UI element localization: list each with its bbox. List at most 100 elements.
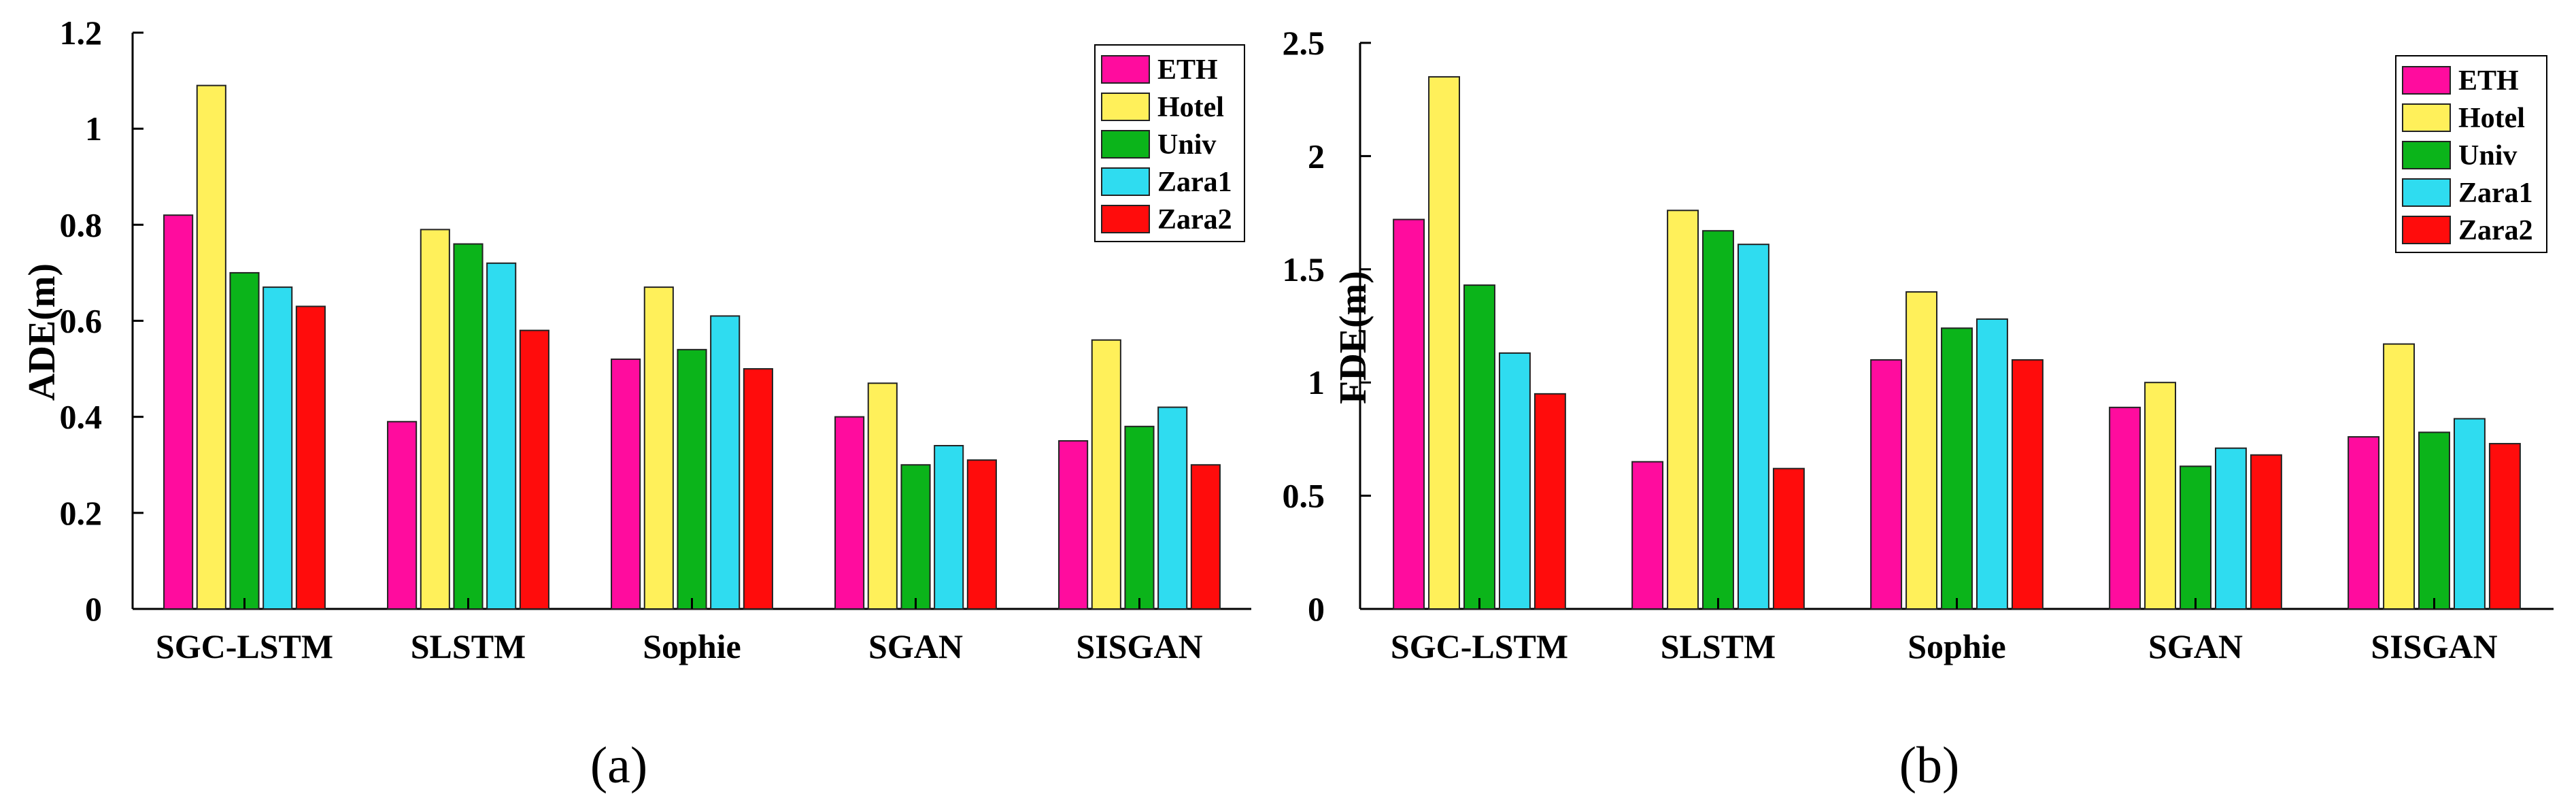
- legend-swatch-univ: [1101, 130, 1150, 159]
- y-tick-label: 0.8: [60, 205, 103, 244]
- bar-zara2: [2250, 454, 2282, 610]
- bar-eth: [834, 416, 865, 610]
- bar-eth: [2348, 436, 2380, 610]
- legend-label-eth: ETH: [1157, 54, 1218, 86]
- y-tick-label: 2.5: [1283, 24, 1325, 62]
- x-tick-label: SISGAN: [2371, 627, 2497, 665]
- bar-eth: [1631, 461, 1664, 610]
- x-tick-label: SGAN: [868, 627, 963, 665]
- y-tick-label: 1.2: [60, 14, 103, 52]
- y-tick-label: 0.5: [1283, 477, 1325, 515]
- panel-caption: (b): [1899, 737, 1960, 794]
- bar-zara2: [1533, 393, 1566, 610]
- y-tick-label: 0: [85, 590, 102, 628]
- bar-hotel: [1667, 210, 1699, 610]
- bar-univ: [1941, 327, 1973, 610]
- bar-univ: [677, 348, 707, 610]
- legend-swatch-hotel: [2402, 103, 2451, 132]
- bar-zara1: [486, 262, 517, 610]
- bar-hotel: [2144, 382, 2177, 610]
- bar-eth: [1393, 218, 1425, 610]
- legend: ETH Hotel Univ Zara1 Zara2: [1094, 44, 1245, 242]
- legend: ETH Hotel Univ Zara1 Zara2: [2395, 55, 2547, 253]
- x-tick-label: SGC-LSTM: [156, 627, 333, 665]
- legend-label-hotel: Hotel: [2458, 103, 2525, 134]
- y-tick-label: 0.6: [60, 302, 103, 340]
- legend-swatch-zara1: [2402, 178, 2451, 207]
- bar-univ: [1124, 425, 1155, 610]
- x-tick-label: Sophie: [1908, 627, 2006, 665]
- y-axis-label: ADE(m): [21, 263, 63, 401]
- bar-univ: [1463, 284, 1495, 610]
- panel-caption: (a): [590, 737, 647, 794]
- bar-univ: [1702, 230, 1734, 610]
- y-axis-label: FDE(m): [1332, 271, 1374, 404]
- bar-eth: [2109, 406, 2141, 610]
- legend-swatch-zara1: [1101, 167, 1150, 196]
- x-tick-label: Sophie: [643, 627, 741, 665]
- bar-eth: [611, 358, 641, 610]
- bar-univ: [900, 464, 931, 610]
- bar-zara2: [743, 368, 773, 610]
- y-tick-label: 1: [85, 110, 102, 148]
- y-tick-label: 0.2: [60, 494, 103, 532]
- bar-zara2: [1190, 464, 1221, 610]
- bar-zara1: [2453, 418, 2486, 610]
- bar-zara2: [2011, 359, 2044, 610]
- legend-swatch-eth: [1101, 55, 1150, 84]
- legend-label-zara1: Zara1: [2458, 178, 2533, 209]
- bar-zara1: [934, 445, 964, 610]
- x-tick-label: SLSTM: [1661, 627, 1776, 665]
- bar-zara2: [295, 305, 326, 610]
- legend-label-hotel: Hotel: [1157, 92, 1224, 123]
- bar-hotel: [2383, 343, 2416, 610]
- bar-zara2: [1772, 467, 1805, 610]
- bar-zara1: [2214, 447, 2247, 610]
- legend-swatch-univ: [2402, 141, 2451, 169]
- bar-zara2: [2488, 443, 2521, 610]
- bar-hotel: [196, 84, 226, 610]
- legend-swatch-zara2: [2402, 216, 2451, 244]
- chart-panel-ade: 0 0.2 0.4 0.6 0.8 1 1.2 ADE(m) SGC-LSTM SLSTM Soph…: [21, 14, 1251, 794]
- legend-label-zara2: Zara2: [2458, 215, 2533, 246]
- bar-hotel: [643, 286, 674, 610]
- x-tick-label: SGC-LSTM: [1391, 627, 1568, 665]
- bar-zara1: [1737, 244, 1769, 610]
- x-tick-label: SLSTM: [411, 627, 526, 665]
- bar-zara1: [1157, 406, 1188, 610]
- bar-zara1: [710, 315, 741, 610]
- bar-zara1: [1976, 318, 2008, 610]
- legend-swatch-hotel: [1101, 93, 1150, 121]
- y-tick-label: 1.5: [1283, 250, 1325, 288]
- bar-hotel: [1091, 339, 1121, 610]
- bar-univ: [453, 243, 484, 610]
- y-tick-label: 0: [1308, 590, 1325, 628]
- x-tick-label: SISGAN: [1076, 627, 1202, 665]
- bar-zara2: [519, 329, 549, 610]
- legend-swatch-eth: [2402, 66, 2451, 95]
- x-tick-label: SGAN: [2148, 627, 2243, 665]
- legend-label-univ: Univ: [1157, 129, 1216, 161]
- bar-zara1: [1498, 352, 1531, 610]
- bar-eth: [1058, 440, 1089, 610]
- bar-zara2: [966, 459, 997, 610]
- bar-hotel: [420, 229, 450, 610]
- y-tick-label: 0.4: [60, 398, 103, 436]
- legend-label-univ: Univ: [2458, 140, 2517, 171]
- bar-hotel: [1428, 76, 1461, 610]
- y-tick-label: 1: [1308, 363, 1325, 401]
- bar-univ: [2418, 431, 2450, 610]
- legend-label-zara2: Zara2: [1157, 204, 1232, 235]
- bar-eth: [163, 214, 194, 610]
- legend-label-eth: ETH: [2458, 65, 2519, 97]
- y-tick-label: 2: [1308, 137, 1325, 175]
- bar-univ: [2180, 465, 2211, 610]
- bar-univ: [229, 271, 260, 610]
- chart-panel-fde: 0 0.5 1 1.5 2 2.5 FDE(m) SGC-LSTM SLSTM Sophie SGA…: [1283, 24, 2554, 794]
- bar-hotel: [1905, 291, 1938, 610]
- bar-hotel: [867, 382, 898, 610]
- legend-swatch-zara2: [1101, 205, 1150, 233]
- bar-eth: [387, 420, 418, 610]
